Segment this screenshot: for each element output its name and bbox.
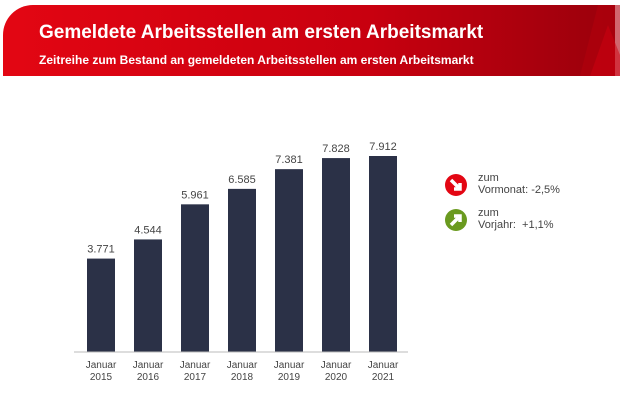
data-label: 7.381 xyxy=(275,154,303,166)
page-title: Gemeldete Arbeitsstellen am ersten Arbei… xyxy=(39,22,484,43)
kpi-value: Vorjahr: +1,1% xyxy=(478,219,554,231)
kpi-line1: zum xyxy=(478,172,499,184)
bar xyxy=(134,239,162,352)
x-tick-label: Januar xyxy=(368,360,399,371)
x-tick-label: Januar xyxy=(133,360,164,371)
bar xyxy=(87,258,115,352)
x-tick-label: 2015 xyxy=(90,372,113,383)
data-label: 6.585 xyxy=(228,174,256,186)
x-tick-label: 2019 xyxy=(278,372,301,383)
x-tick-label: 2018 xyxy=(231,372,254,383)
brand-logo-icon xyxy=(580,5,620,76)
x-tick-label: Januar xyxy=(86,360,117,371)
data-label: 3.771 xyxy=(87,244,115,256)
bar xyxy=(275,169,303,352)
x-tick-label: 2020 xyxy=(325,372,348,383)
kpi-line1: zum xyxy=(478,207,499,219)
data-label: 4.544 xyxy=(134,224,162,236)
x-tick-label: Januar xyxy=(180,360,211,371)
bar xyxy=(369,156,397,352)
x-tick-label: 2017 xyxy=(184,372,207,383)
arrow-up-right-icon xyxy=(445,209,467,231)
arrow-down-right-icon xyxy=(445,174,467,196)
kpi-value: Vormonat: -2,5% xyxy=(478,184,560,196)
bar xyxy=(322,158,350,352)
bar xyxy=(228,188,256,352)
x-tick-label: 2021 xyxy=(372,372,395,383)
data-label: 7.828 xyxy=(322,143,350,155)
x-tick-label: Januar xyxy=(227,360,258,371)
x-tick-label: Januar xyxy=(274,360,305,371)
x-tick-label: Januar xyxy=(321,360,352,371)
data-label: 5.961 xyxy=(181,189,209,201)
data-label: 7.912 xyxy=(369,141,397,153)
page-subtitle: Zeitreihe zum Bestand an gemeldeten Arbe… xyxy=(39,53,474,67)
header-banner xyxy=(3,5,615,76)
x-tick-label: 2016 xyxy=(137,372,160,383)
bar xyxy=(181,204,209,352)
